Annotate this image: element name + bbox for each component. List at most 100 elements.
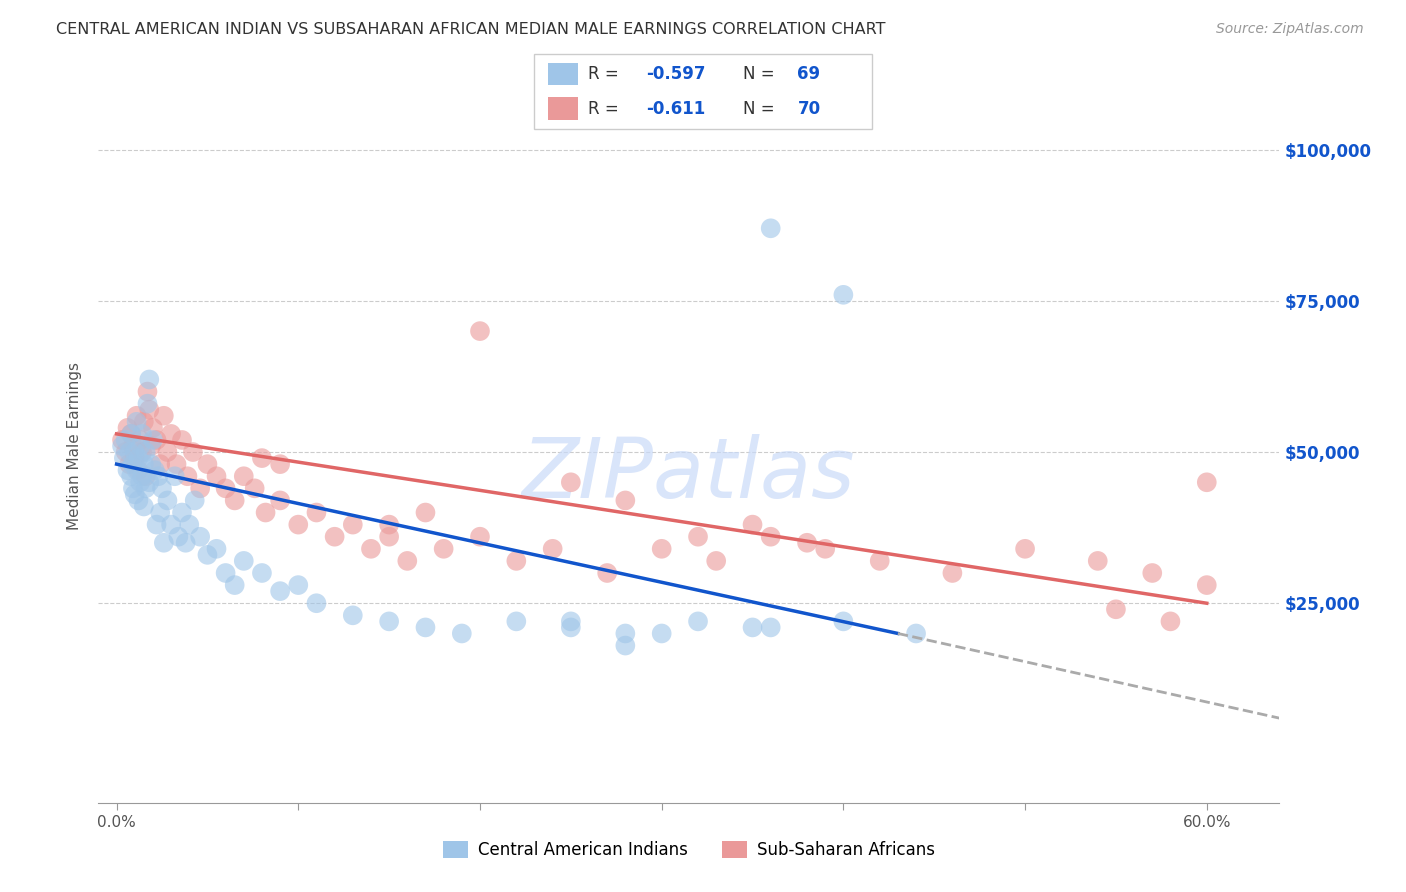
Point — [131, 469, 153, 483]
Point — [149, 457, 172, 471]
Point — [139, 439, 162, 453]
Point — [160, 426, 183, 441]
Text: R =: R = — [588, 100, 630, 118]
Point — [1014, 541, 1036, 556]
Point — [342, 608, 364, 623]
Point — [136, 384, 159, 399]
Point — [541, 541, 564, 556]
Point — [305, 506, 328, 520]
Point — [143, 463, 166, 477]
Point — [114, 445, 136, 459]
Point — [1195, 475, 1218, 490]
Point — [232, 554, 254, 568]
Point — [468, 530, 491, 544]
Point — [148, 469, 170, 483]
Point — [132, 500, 155, 514]
Point — [214, 481, 236, 495]
Point — [125, 463, 148, 477]
Text: ZIPatlas: ZIPatlas — [522, 434, 856, 515]
Point — [250, 451, 273, 466]
Point — [759, 620, 782, 634]
Point — [323, 530, 346, 544]
Point — [135, 445, 157, 459]
Point — [832, 615, 855, 629]
Text: 70: 70 — [797, 100, 821, 118]
Point — [181, 445, 204, 459]
Text: N =: N = — [744, 100, 780, 118]
Text: N =: N = — [744, 65, 780, 83]
Point — [150, 481, 173, 495]
Point — [142, 421, 165, 435]
Point — [197, 457, 219, 471]
FancyBboxPatch shape — [548, 97, 578, 120]
Text: CENTRAL AMERICAN INDIAN VS SUBSAHARAN AFRICAN MEDIAN MALE EARNINGS CORRELATION C: CENTRAL AMERICAN INDIAN VS SUBSAHARAN AF… — [56, 22, 886, 37]
Point — [127, 463, 149, 477]
Point — [396, 554, 419, 568]
Text: -0.597: -0.597 — [645, 65, 706, 83]
Point — [450, 626, 472, 640]
Point — [560, 475, 582, 490]
Point — [160, 517, 183, 532]
Point — [651, 541, 673, 556]
Point — [125, 415, 148, 429]
Point — [174, 535, 197, 549]
Point — [269, 584, 291, 599]
Point — [124, 445, 146, 459]
Point — [120, 426, 142, 441]
Point — [814, 541, 837, 556]
Point — [122, 439, 145, 453]
Point — [153, 535, 176, 549]
Point — [122, 457, 145, 471]
Point — [232, 469, 254, 483]
Point — [759, 221, 782, 235]
Point — [120, 469, 142, 483]
Point — [166, 457, 188, 471]
Point — [112, 451, 135, 466]
Point — [796, 535, 818, 549]
Point — [905, 626, 928, 640]
Point — [118, 457, 141, 471]
Point — [205, 541, 228, 556]
Point — [287, 517, 309, 532]
Point — [188, 530, 211, 544]
Point — [214, 566, 236, 580]
Point — [596, 566, 619, 580]
Point — [132, 457, 155, 471]
Point — [111, 433, 134, 447]
Point — [197, 548, 219, 562]
Point — [135, 469, 157, 483]
Point — [129, 433, 152, 447]
Point — [415, 620, 437, 634]
Point — [378, 615, 401, 629]
Point — [138, 475, 160, 490]
Point — [560, 620, 582, 634]
Text: 69: 69 — [797, 65, 821, 83]
Point — [127, 451, 149, 466]
Point — [149, 506, 172, 520]
Point — [117, 463, 139, 477]
Point — [124, 451, 146, 466]
Point — [117, 421, 139, 435]
Point — [125, 409, 148, 423]
Point — [505, 554, 527, 568]
Point — [759, 530, 782, 544]
Point — [378, 530, 401, 544]
Point — [111, 439, 134, 453]
Point — [1159, 615, 1181, 629]
Point — [651, 626, 673, 640]
Point — [176, 469, 198, 483]
Point — [269, 457, 291, 471]
Point — [135, 481, 157, 495]
Point — [122, 481, 145, 495]
Point — [153, 409, 176, 423]
Point — [1142, 566, 1164, 580]
Point — [614, 493, 637, 508]
Point — [131, 445, 153, 459]
FancyBboxPatch shape — [548, 62, 578, 86]
Point — [118, 445, 141, 459]
Point — [254, 506, 277, 520]
Point — [139, 457, 162, 471]
Point — [869, 554, 891, 568]
Point — [138, 402, 160, 417]
Point — [378, 517, 401, 532]
